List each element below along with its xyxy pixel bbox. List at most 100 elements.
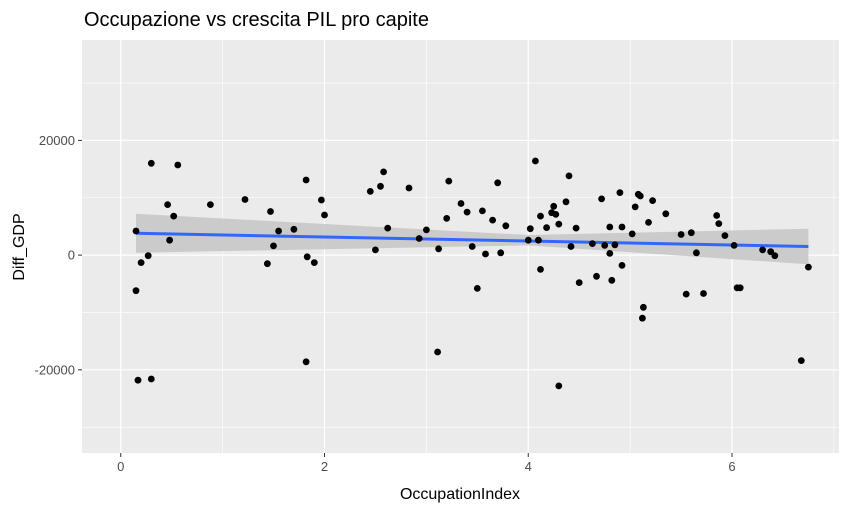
data-point — [562, 198, 570, 206]
x-axis-ticks: 0 2 4 6 — [117, 453, 736, 474]
data-point — [730, 242, 738, 249]
y-tick-label: -20000 — [35, 362, 75, 377]
data-point — [502, 222, 510, 230]
data-point — [736, 284, 744, 292]
data-point — [639, 314, 646, 322]
data-point — [147, 159, 155, 167]
data-point — [524, 236, 532, 244]
data-point — [321, 211, 328, 219]
data-point — [132, 287, 140, 295]
data-point — [377, 182, 384, 190]
data-point — [445, 177, 453, 185]
regression-line — [135, 231, 809, 248]
data-point — [270, 242, 277, 250]
data-point — [636, 192, 644, 200]
data-point — [628, 230, 636, 238]
data-point — [611, 241, 619, 249]
data-point — [543, 224, 550, 232]
data-point — [482, 250, 489, 258]
data-point — [434, 348, 441, 356]
data-point — [144, 252, 152, 260]
y-tick-label: 0 — [68, 248, 75, 263]
x-tick-label: 4 — [525, 459, 532, 474]
data-point — [537, 266, 544, 273]
y-axis-ticks: -20000 0 20000 — [35, 133, 82, 377]
data-point — [537, 212, 544, 220]
data-point — [565, 172, 573, 180]
y-tick-label: 20000 — [39, 133, 75, 148]
data-point — [616, 189, 624, 197]
data-point — [606, 250, 614, 257]
data-point — [489, 216, 496, 224]
data-point — [618, 262, 626, 269]
data-point — [555, 382, 563, 390]
data-point — [497, 249, 505, 257]
data-point — [468, 243, 476, 250]
data-point — [682, 290, 690, 298]
data-point — [759, 246, 766, 254]
data-point — [132, 227, 140, 235]
fit-line — [135, 231, 809, 248]
data-point — [267, 208, 274, 215]
data-point — [606, 223, 614, 231]
data-point — [134, 376, 142, 384]
data-point — [598, 195, 605, 203]
data-point — [532, 157, 539, 165]
data-point — [463, 208, 471, 216]
x-axis-title: OccupationIndex — [400, 486, 520, 503]
data-point — [575, 279, 583, 286]
data-point — [567, 243, 575, 250]
x-tick-label: 2 — [321, 459, 328, 474]
data-point — [372, 246, 379, 254]
data-point — [147, 375, 155, 383]
data-point — [601, 242, 609, 249]
data-point — [700, 290, 707, 297]
data-point — [174, 161, 182, 169]
data-point — [797, 357, 805, 364]
x-tick-label: 0 — [117, 459, 124, 474]
data-point — [677, 231, 685, 238]
data-point — [550, 202, 558, 210]
data-point — [405, 184, 413, 192]
data-point — [715, 220, 723, 228]
data-point — [771, 252, 779, 260]
data-point — [275, 227, 282, 235]
data-point — [164, 201, 172, 209]
data-point — [693, 249, 700, 257]
data-point — [631, 203, 639, 211]
data-point — [552, 211, 560, 218]
data-point — [535, 236, 542, 244]
data-point — [241, 196, 249, 203]
data-point — [645, 219, 652, 226]
data-point — [608, 276, 616, 284]
data-point — [526, 225, 534, 233]
data-point — [649, 197, 656, 205]
data-point — [435, 245, 442, 253]
data-point — [423, 226, 430, 234]
data-point — [264, 260, 271, 268]
data-point — [662, 210, 670, 218]
data-point — [380, 168, 387, 176]
data-point — [384, 224, 392, 232]
data-point — [589, 240, 596, 248]
data-point — [555, 220, 563, 228]
data-point — [166, 236, 174, 244]
data-point — [593, 272, 600, 280]
data-point — [479, 207, 486, 215]
y-axis-title: Diff_GDP — [11, 213, 28, 280]
data-point — [207, 201, 214, 209]
data-point — [415, 235, 423, 242]
data-point — [443, 215, 451, 222]
data-point — [713, 212, 721, 219]
x-tick-label: 6 — [728, 459, 735, 474]
data-point — [618, 223, 626, 231]
data-point — [302, 358, 310, 366]
data-point — [572, 224, 580, 232]
data-point — [302, 176, 310, 184]
data-points — [132, 157, 812, 390]
data-point — [721, 232, 729, 240]
data-point — [303, 253, 311, 261]
data-point — [318, 196, 325, 204]
